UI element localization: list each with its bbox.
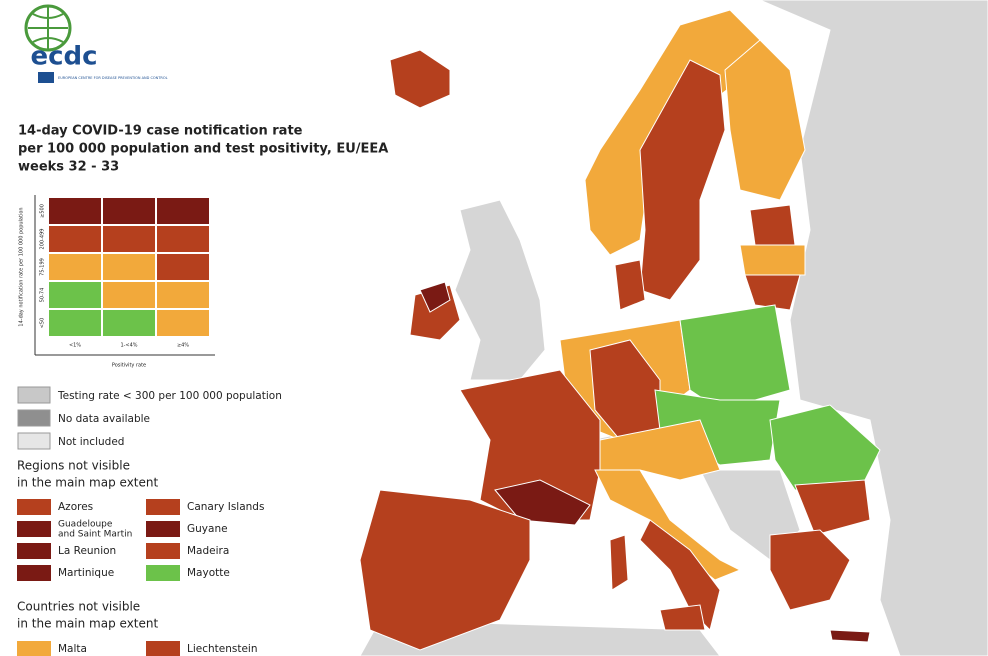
matrix-cell [157, 310, 209, 336]
matrix-cell [103, 254, 155, 280]
region-label: Mayotte [187, 567, 230, 579]
matrix-y-tick: 50-74 [40, 288, 46, 303]
matrix-x-tick: 1-<4% [120, 343, 137, 349]
region-swatch [17, 565, 51, 581]
region-label: La Reunion [58, 545, 116, 557]
matrix-cell [157, 198, 209, 224]
matrix-cell [49, 310, 101, 336]
country-label: Liechtenstein [187, 643, 258, 655]
logo-text: ecdc [30, 42, 97, 72]
legend-swatch [17, 432, 51, 450]
legend-swatch [17, 409, 51, 427]
region-swatch [146, 543, 180, 559]
matrix-cell [157, 282, 209, 308]
countries-heading: Countries not visible [17, 600, 140, 614]
matrix-cell [49, 254, 101, 280]
region-label: Martinique [58, 567, 114, 579]
country-label: Malta [58, 643, 87, 655]
matrix-x-tick: ≥4% [177, 343, 189, 349]
region-swatch [17, 499, 51, 515]
matrix-cell [157, 254, 209, 280]
matrix-y-label: 14-day notification rate per 100 000 pop… [19, 207, 25, 326]
region-label: Madeira [187, 545, 229, 557]
country-swatch [17, 641, 51, 656]
region-swatch [17, 543, 51, 559]
region-label: Guyane [187, 523, 228, 535]
matrix-x-label: Positivity rate [112, 363, 146, 369]
legend-label: Testing rate < 300 per 100 000 populatio… [57, 390, 282, 402]
organization: EUROPEAN CENTRE FOR DISEASE PREVENTION A… [58, 76, 168, 80]
region-label: Azores [58, 501, 93, 513]
region-swatch [146, 499, 180, 515]
country-swatch [146, 641, 180, 656]
legend-label: No data available [58, 413, 150, 425]
map-regions [359, 9, 881, 651]
region-swatch [146, 521, 180, 537]
title-line: per 100 000 population and test positivi… [18, 142, 388, 157]
matrix-cell [49, 226, 101, 252]
matrix-cell [49, 198, 101, 224]
logo: ecdc EUROPEAN CENTRE FOR DISEASE PREVENT… [24, 4, 168, 83]
region-label: Guadeloupe [58, 520, 113, 530]
matrix-cell [157, 226, 209, 252]
legend-label: Not included [58, 436, 124, 448]
matrix-y-tick: 200-499 [40, 229, 46, 250]
title-line: weeks 32 - 33 [18, 160, 119, 175]
legend-swatch [17, 386, 51, 404]
matrix-cell [103, 310, 155, 336]
matrix-y-tick: 75-199 [40, 258, 46, 276]
region-swatch [17, 521, 51, 537]
matrix-cell [49, 282, 101, 308]
matrix-cell [103, 282, 155, 308]
region-swatch [146, 565, 180, 581]
matrix-y-tick: <50 [40, 318, 46, 329]
region-label: and Saint Martin [58, 530, 132, 540]
matrix-cell [103, 198, 155, 224]
countries-heading: in the main map extent [17, 617, 159, 631]
regions-heading: Regions not visible [17, 459, 130, 473]
matrix-cell [103, 226, 155, 252]
matrix-y-tick: ≥500 [40, 204, 46, 218]
region-label: Canary Islands [187, 501, 264, 513]
regions-heading: in the main map extent [17, 476, 159, 490]
title-line: 14-day COVID-19 case notification rate [18, 124, 303, 139]
matrix-x-tick: <1% [69, 343, 81, 349]
